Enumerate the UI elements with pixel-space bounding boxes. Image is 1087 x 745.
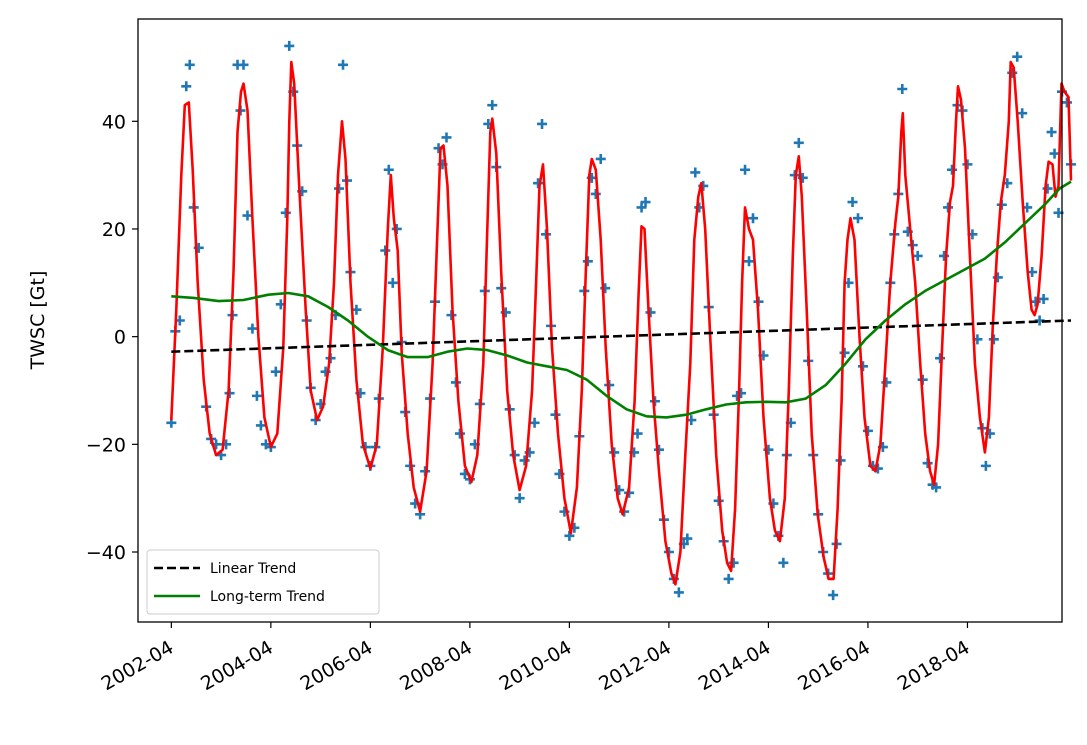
linear-trend-line bbox=[171, 319, 1072, 353]
legend-long-term-trend-label: Long-term Trend bbox=[210, 589, 325, 605]
observed-point bbox=[632, 428, 643, 439]
observed-point bbox=[988, 334, 999, 345]
observed-point bbox=[284, 40, 295, 51]
legend: Linear Trend Long-term Trend bbox=[146, 549, 380, 615]
observed-point bbox=[247, 323, 258, 334]
observed-point bbox=[744, 256, 755, 267]
y-axis-title: TWSC [Gt] bbox=[27, 271, 49, 371]
observed-point bbox=[947, 164, 958, 175]
observed-point bbox=[980, 460, 991, 471]
observed-point bbox=[962, 159, 973, 170]
observed-point bbox=[778, 557, 789, 568]
observed-point bbox=[690, 167, 701, 178]
observed-point bbox=[1012, 51, 1023, 62]
observed-point bbox=[857, 361, 868, 372]
observed-point bbox=[847, 197, 858, 208]
observed-point bbox=[270, 366, 281, 377]
observed-point bbox=[640, 197, 651, 208]
observed-point bbox=[1061, 97, 1072, 108]
observed-point bbox=[487, 100, 498, 111]
observed-point bbox=[931, 482, 942, 493]
observed-point bbox=[1049, 148, 1060, 159]
observed-point bbox=[748, 213, 759, 224]
observed-point bbox=[255, 420, 266, 431]
observed-point bbox=[1007, 67, 1018, 78]
observed-point bbox=[728, 557, 739, 568]
long-term-trend-line bbox=[171, 180, 1072, 419]
plot-frame bbox=[137, 18, 1063, 623]
observed-point bbox=[828, 590, 839, 601]
legend-box bbox=[146, 549, 380, 615]
observed-point bbox=[537, 118, 548, 129]
observed-point bbox=[935, 353, 946, 364]
observed-point bbox=[1017, 108, 1028, 119]
observed-point bbox=[645, 307, 656, 318]
plot-area bbox=[166, 40, 1076, 601]
y-tick-label: −40 bbox=[86, 542, 126, 564]
observed-point bbox=[242, 210, 253, 221]
observed-point bbox=[380, 245, 391, 256]
observed-point bbox=[682, 533, 693, 544]
observed-point bbox=[590, 188, 601, 199]
observed-point bbox=[564, 530, 575, 541]
observed-point bbox=[852, 213, 863, 224]
observed-point bbox=[595, 153, 606, 164]
observed-point bbox=[181, 81, 192, 92]
observed-point bbox=[251, 390, 262, 401]
observed-point bbox=[723, 573, 734, 584]
observed-point bbox=[533, 178, 544, 189]
observed-point bbox=[334, 183, 345, 194]
fitted-series-line bbox=[170, 60, 1073, 586]
observed-point bbox=[338, 59, 349, 70]
y-tick-label: 20 bbox=[102, 219, 126, 241]
observed-point bbox=[793, 137, 804, 148]
y-tick-label: −20 bbox=[86, 434, 126, 456]
y-tick-label: 40 bbox=[102, 111, 126, 133]
observed-point bbox=[943, 202, 954, 213]
observed-point bbox=[1046, 127, 1057, 138]
observed-point bbox=[441, 132, 452, 143]
observed-point bbox=[582, 256, 593, 267]
legend-linear-trend-label: Linear Trend bbox=[210, 561, 296, 577]
observed-point bbox=[740, 164, 751, 175]
observed-point bbox=[939, 250, 950, 261]
observed-point bbox=[184, 59, 195, 70]
observed-point bbox=[673, 587, 684, 598]
observed-point bbox=[862, 425, 873, 436]
observed-point bbox=[238, 59, 249, 70]
observed-point bbox=[636, 202, 647, 213]
observed-point bbox=[912, 250, 923, 261]
observed-point bbox=[387, 277, 398, 288]
observed-point bbox=[897, 83, 908, 94]
observed-point bbox=[383, 164, 394, 175]
y-tick-label: 0 bbox=[114, 327, 126, 349]
observed-point bbox=[653, 444, 664, 455]
observed-point bbox=[1038, 293, 1049, 304]
observed-point bbox=[519, 455, 530, 466]
observed-point bbox=[529, 417, 540, 428]
observed-point bbox=[454, 428, 465, 439]
observed-point bbox=[280, 207, 291, 218]
observed-point bbox=[514, 493, 525, 504]
observed-point bbox=[839, 347, 850, 358]
